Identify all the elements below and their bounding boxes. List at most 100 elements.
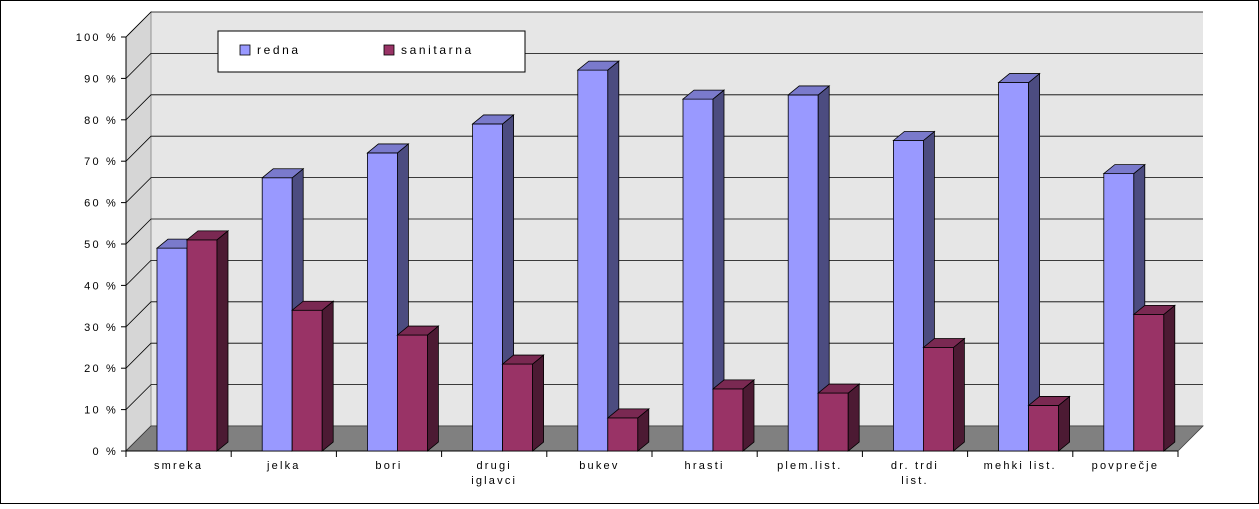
x-tick-label: list.	[901, 475, 929, 487]
gridline	[125, 301, 1203, 328]
x-tick-label: povprečje	[1092, 460, 1160, 472]
bar-redna-top	[892, 131, 936, 141]
bar-sanitarna-side	[953, 337, 965, 452]
x-tick-label: smreka	[154, 460, 203, 472]
bar-sanitarna-front	[923, 347, 954, 452]
y-tick-label: 100 %	[76, 32, 118, 44]
gridline	[125, 94, 1203, 121]
x-tick-label: dr. trdi	[891, 460, 939, 472]
bar-sanitarna	[606, 408, 650, 452]
legend-label-redna: redna	[257, 43, 301, 57]
bars	[155, 60, 1176, 452]
bar-sanitarna-top	[817, 383, 861, 394]
gridline	[125, 11, 1203, 38]
bar-redna-front	[366, 152, 398, 452]
bar-sanitarna	[396, 325, 440, 452]
bar-sanitarna-side	[847, 383, 860, 452]
bar-redna-side	[607, 60, 620, 452]
legend-box	[217, 30, 526, 73]
bar-sanitarna	[922, 337, 966, 452]
bar-redna	[681, 89, 726, 452]
y-tick-label: 60 %	[84, 198, 118, 210]
bar-sanitarna-front	[607, 417, 639, 452]
x-tick-label: jelka	[266, 460, 301, 472]
bar-sanitarna-front	[1028, 405, 1059, 452]
bar-redna-top	[471, 114, 515, 125]
x-tick-label: plem.list.	[777, 460, 842, 472]
bar-redna-front	[577, 69, 609, 452]
bar-redna-front	[998, 82, 1029, 452]
y-tick-label: 50 %	[84, 239, 118, 251]
bar-redna-top	[1102, 164, 1146, 175]
y-tick-label: 70 %	[84, 156, 118, 168]
bar-sanitarna-front	[712, 388, 744, 452]
y-tick-label: 20 %	[84, 363, 118, 375]
x-tick-label: hrasti	[685, 460, 725, 472]
y-tick-label: 10 %	[84, 405, 118, 417]
bar-redna-front	[893, 140, 924, 452]
y-tick-label: 90 %	[84, 73, 118, 85]
bar-sanitarna	[291, 300, 335, 452]
bar-sanitarna-top	[396, 325, 440, 336]
x-tick-label: iglavci	[471, 475, 517, 487]
gridline	[125, 53, 1203, 79]
bar-sanitarna-top	[711, 379, 756, 390]
bar-redna	[787, 85, 831, 452]
bar-sanitarna-side	[216, 230, 229, 452]
bar-sanitarna	[711, 379, 756, 452]
legend: redna sanitarna	[217, 30, 526, 73]
y-tick-label: 40 %	[84, 280, 118, 292]
bar-sanitarna-side	[321, 300, 334, 452]
bar-sanitarna-front	[291, 309, 323, 452]
bar-sanitarna-top	[291, 300, 335, 311]
bar-redna-front	[1103, 173, 1135, 452]
bar-redna	[576, 60, 620, 452]
gridline	[125, 218, 1203, 245]
bar-redna-front	[156, 247, 188, 452]
bar-sanitarna	[817, 383, 861, 452]
bar-redna-front	[472, 123, 504, 452]
bar-sanitarna	[185, 230, 230, 452]
bar-redna-top	[787, 85, 831, 96]
bar-sanitarna-side	[742, 379, 755, 452]
x-tick-label: mehki list.	[984, 460, 1057, 472]
bar-redna-top	[681, 89, 726, 100]
bar-sanitarna-top	[1132, 304, 1176, 315]
bar-redna-front	[261, 177, 293, 452]
bar-sanitarna-front	[396, 334, 428, 452]
bar-sanitarna	[1027, 395, 1071, 452]
bar-redna	[997, 72, 1041, 452]
bar-sanitarna-side	[532, 354, 544, 452]
bar-redna-top	[261, 168, 305, 179]
bar-sanitarna	[1132, 304, 1176, 452]
gridline	[125, 259, 1203, 286]
gridline	[125, 177, 1203, 203]
bar-redna-top	[576, 60, 620, 71]
bar-sanitarna-front	[1133, 313, 1165, 452]
bar-sanitarna-side	[1058, 395, 1070, 452]
legend-swatch-redna	[239, 44, 251, 56]
bar-sanitarna	[501, 354, 545, 452]
legend-swatch-sanitarna	[383, 44, 395, 56]
y-tick-label: 80 %	[84, 115, 118, 127]
gridline	[125, 135, 1203, 162]
y-tick-label: 30 %	[84, 322, 118, 334]
bar-sanitarna-side	[1163, 304, 1176, 452]
bar-sanitarna-top	[1027, 396, 1071, 406]
bar-sanitarna-front	[502, 363, 534, 452]
x-tick-label: bukev	[579, 460, 619, 472]
bar-sanitarna-top	[501, 354, 545, 365]
y-tick-label: 0 %	[92, 446, 118, 458]
bar-redna-front	[787, 94, 819, 452]
bar-redna-side	[1028, 72, 1040, 452]
gridlines	[125, 11, 1203, 452]
bar-sanitarna-top	[606, 408, 650, 419]
bar-redna-front	[682, 98, 714, 452]
bar-sanitarna-front	[817, 392, 849, 452]
bar-redna-top	[366, 143, 410, 154]
bar-redna-top	[997, 73, 1041, 83]
x-tick-label: drugi	[476, 460, 511, 472]
bar-sanitarna-front	[186, 239, 218, 452]
